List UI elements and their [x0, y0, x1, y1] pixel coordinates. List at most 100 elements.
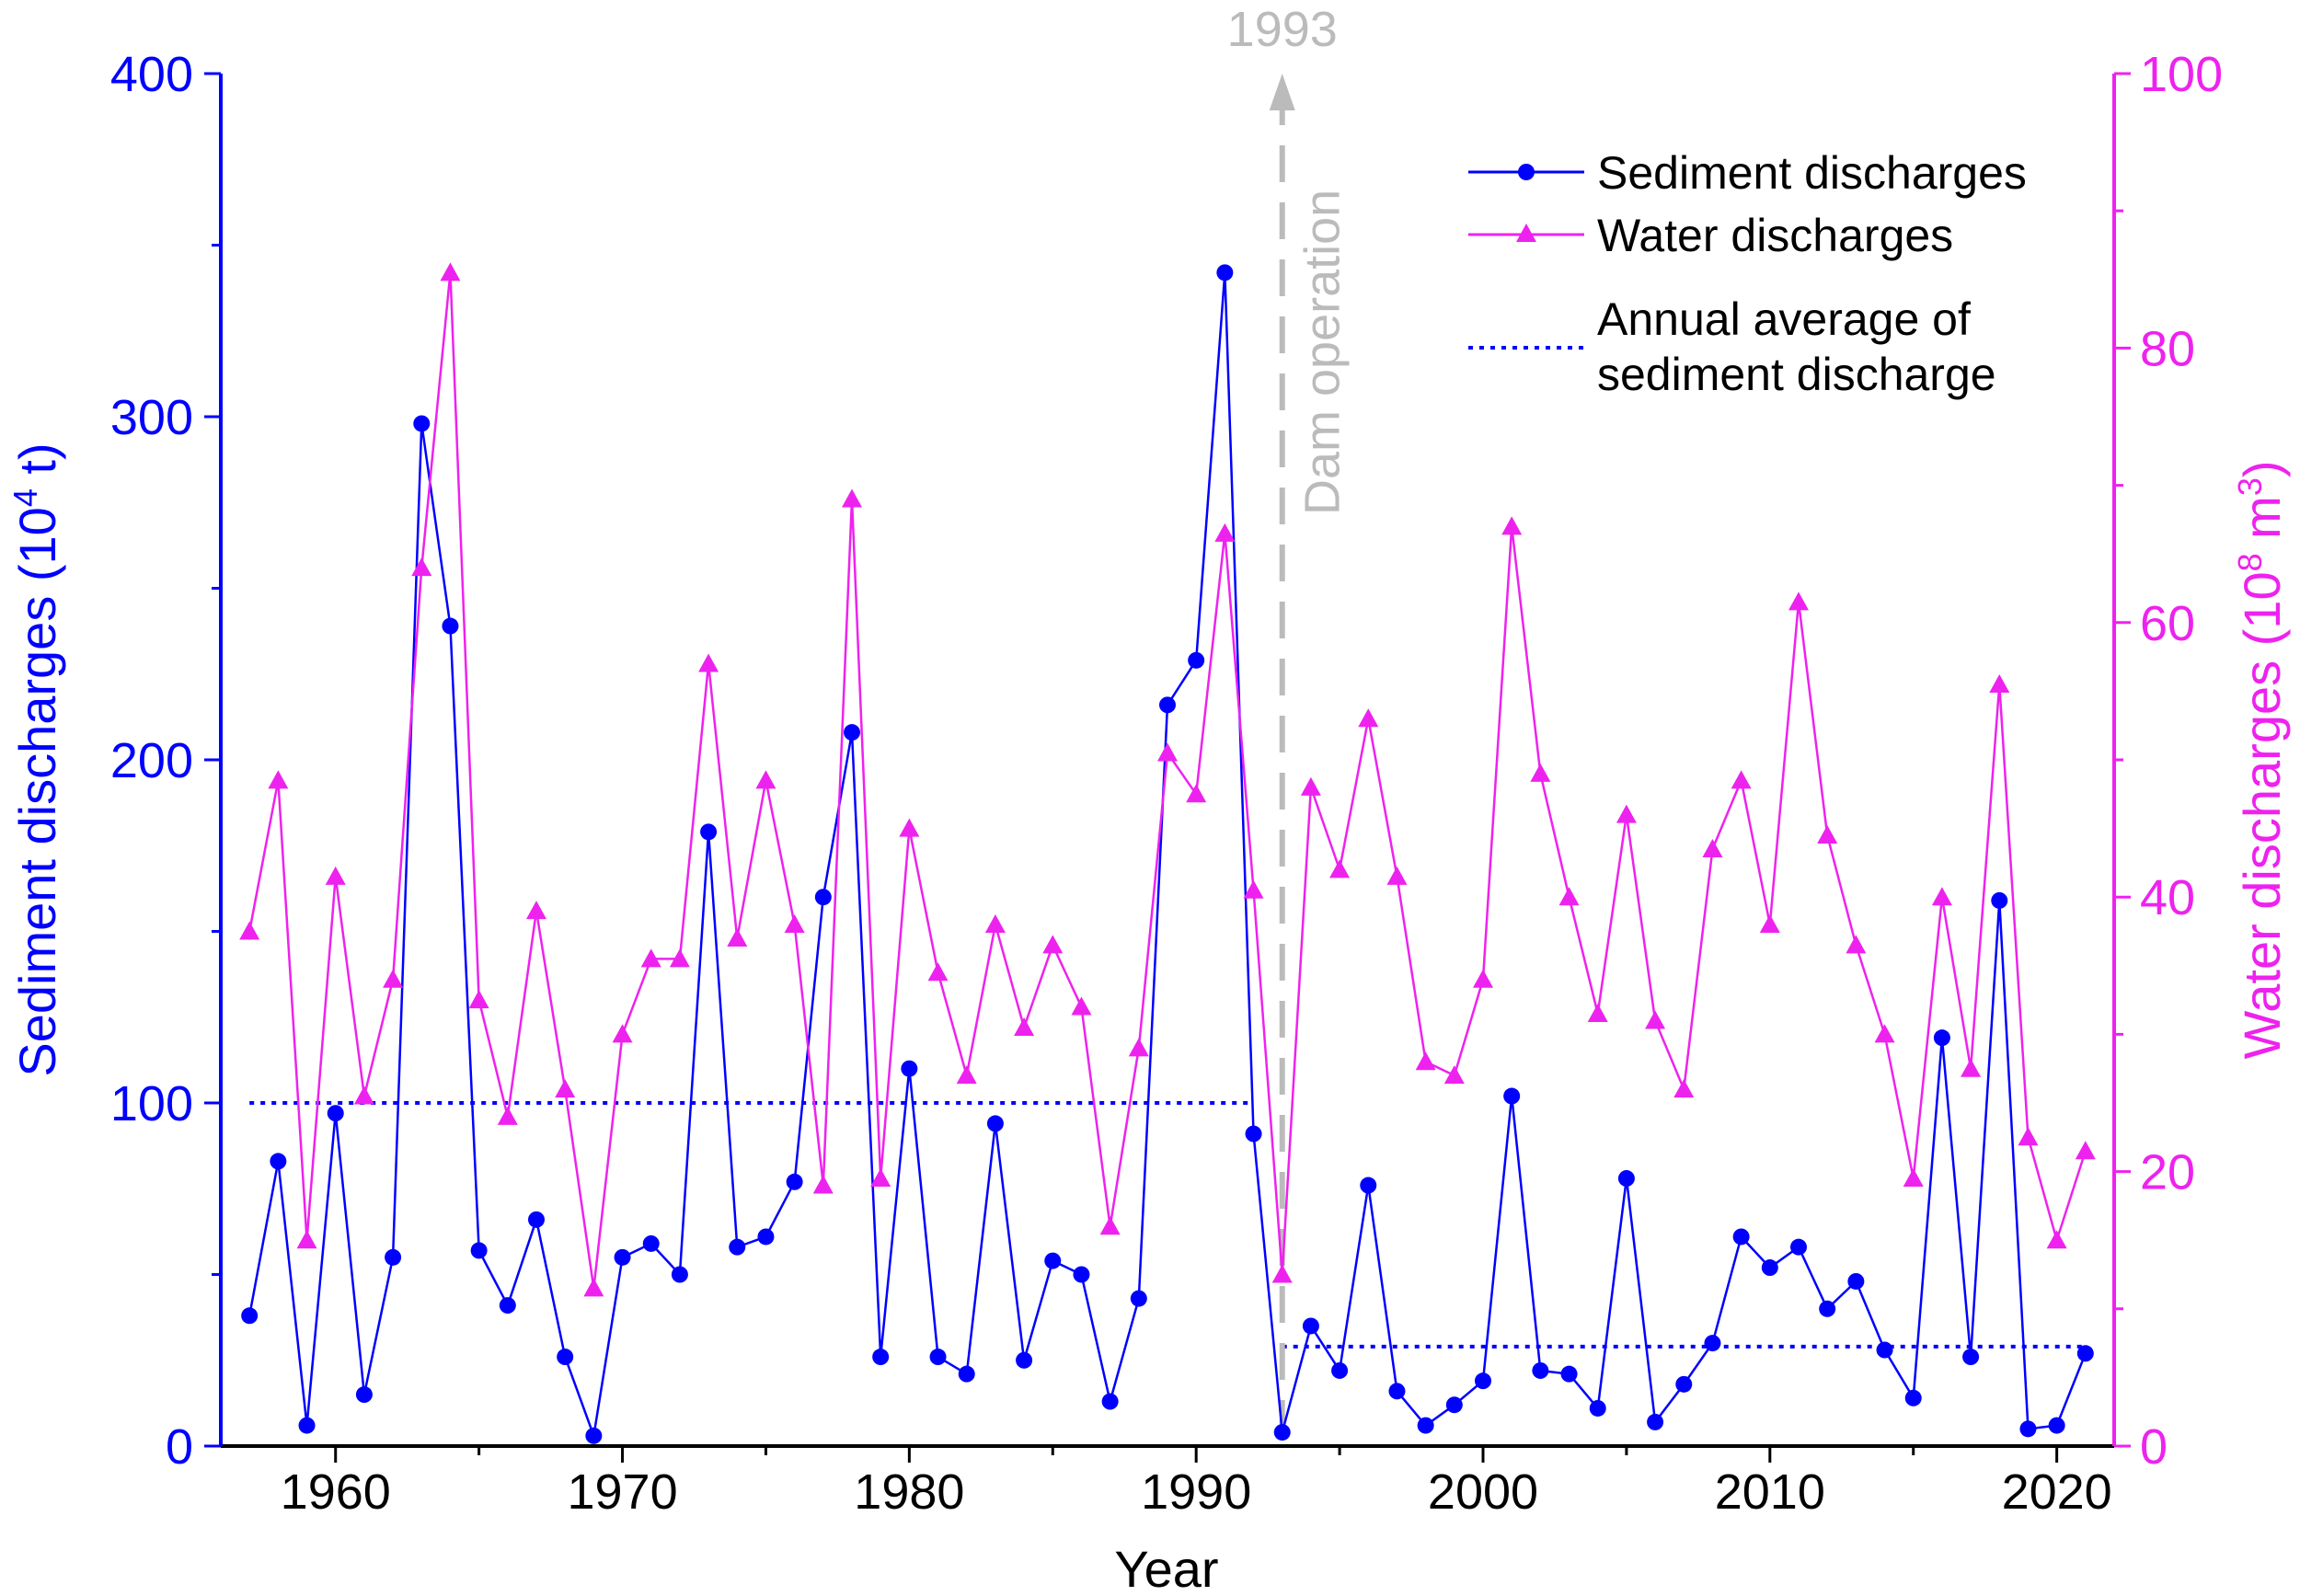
right-tick-label: 0 — [2140, 1419, 2168, 1475]
water-point — [383, 969, 404, 988]
water-point — [1759, 914, 1780, 934]
water-point — [755, 770, 776, 789]
series-group — [239, 262, 2096, 1444]
sediment-point — [642, 1234, 660, 1252]
left-tick-label: 300 — [110, 390, 193, 445]
sediment-point — [757, 1228, 775, 1246]
sediment-point — [929, 1349, 947, 1366]
water-point — [1702, 838, 1723, 857]
sediment-point — [1245, 1125, 1262, 1142]
water-point — [1931, 887, 1952, 906]
left-axis-title: Sediment discharges (104 t) — [6, 442, 66, 1076]
water-point — [784, 914, 805, 934]
water-point — [1501, 516, 1523, 535]
sediment-point — [1761, 1259, 1778, 1277]
water-point — [1989, 673, 2010, 693]
water-point — [1358, 708, 1379, 728]
sediment-point — [729, 1238, 746, 1256]
water-point — [698, 653, 719, 672]
dam-annotation: 1993 Dam operation — [1227, 2, 1351, 1437]
water-point — [1558, 887, 1580, 906]
water-point — [984, 914, 1006, 934]
sediment-point — [1647, 1413, 1664, 1430]
water-point — [1300, 776, 1321, 796]
x-axis-title: Year — [1114, 1540, 1218, 1596]
water-point — [956, 1065, 977, 1085]
sediment-point — [1675, 1375, 1693, 1393]
sediment-point — [2048, 1417, 2065, 1434]
sediment-point — [1560, 1365, 1578, 1383]
left-tick-label: 100 — [110, 1076, 193, 1131]
water-point — [612, 1024, 633, 1043]
sediment-point — [1475, 1372, 1491, 1390]
water-point — [353, 1085, 374, 1105]
water-point — [1645, 1010, 1666, 1029]
dam-year-label: 1993 — [1227, 2, 1338, 57]
water-point — [1616, 804, 1637, 823]
sediment-point — [1904, 1389, 1922, 1407]
water-point — [1099, 1216, 1121, 1235]
sediment-point — [1417, 1417, 1434, 1434]
sediment-point — [814, 889, 832, 906]
legend-water-label: Water discharges — [1597, 210, 1953, 261]
sediment-point — [1819, 1300, 1836, 1317]
sediment-point — [1962, 1349, 1980, 1366]
sediment-point — [1991, 891, 2008, 909]
sediment-point — [1876, 1341, 1893, 1359]
sediment-point — [1016, 1351, 1033, 1369]
sediment-point — [1790, 1238, 1807, 1256]
right-tick-label: 20 — [2140, 1145, 2195, 1200]
water-point — [555, 1079, 576, 1098]
sediment-point — [1302, 1317, 1319, 1335]
sediment-point — [442, 617, 459, 635]
sediment-point — [1445, 1396, 1463, 1414]
x-tick-label: 2020 — [2002, 1464, 2112, 1520]
water-point — [1386, 866, 1408, 885]
water-point — [1443, 1065, 1465, 1085]
water-point — [1071, 996, 1092, 1016]
right-tick-label: 80 — [2140, 321, 2195, 376]
sediment-point — [1159, 696, 1176, 714]
sediment-point — [1331, 1361, 1349, 1379]
sediment-series-line — [247, 272, 2087, 1441]
legend-average-label-2: sediment discharge — [1597, 349, 1996, 400]
water-point — [239, 921, 260, 940]
sediment-point — [1388, 1383, 1406, 1400]
average-lines — [249, 1101, 2086, 1349]
water-point — [268, 770, 289, 789]
right-axis-title: Water discharges (108 m3) — [2231, 460, 2291, 1059]
sediment-point — [958, 1365, 975, 1383]
sediment-point — [1617, 1170, 1635, 1188]
sediment-point — [528, 1211, 545, 1228]
sediment-point — [557, 1349, 574, 1366]
sediment-point — [2019, 1420, 2037, 1438]
sediment-point — [844, 724, 860, 741]
water-point — [583, 1278, 604, 1297]
water-point — [1731, 770, 1752, 789]
sediment-point — [1216, 264, 1234, 281]
sediment-point — [1503, 1087, 1521, 1105]
legend: Sediment discharges Water discharges Ann… — [1468, 147, 2027, 400]
sediment-point — [1589, 1399, 1606, 1417]
water-point — [842, 488, 862, 508]
water-point — [1243, 879, 1264, 899]
right-tick-label: 60 — [2140, 596, 2195, 651]
x-tick-label: 2010 — [1715, 1464, 1825, 1520]
sediment-point — [614, 1248, 631, 1266]
sediment-point — [986, 1115, 1004, 1132]
legend-average-label-1: Annual average of — [1597, 293, 1971, 345]
water-point — [927, 962, 949, 982]
sediment-point — [1044, 1252, 1062, 1269]
water-point — [1530, 763, 1551, 782]
sediment-point — [1130, 1290, 1147, 1307]
water-point — [870, 1168, 891, 1188]
water-point — [1271, 1264, 1293, 1283]
sediment-point — [585, 1427, 603, 1444]
left-tick-label: 200 — [110, 733, 193, 788]
water-point — [1961, 1058, 1982, 1077]
water-point — [1157, 742, 1178, 762]
sediment-point — [355, 1386, 373, 1404]
water-point — [812, 1175, 834, 1194]
water-point — [440, 262, 461, 281]
